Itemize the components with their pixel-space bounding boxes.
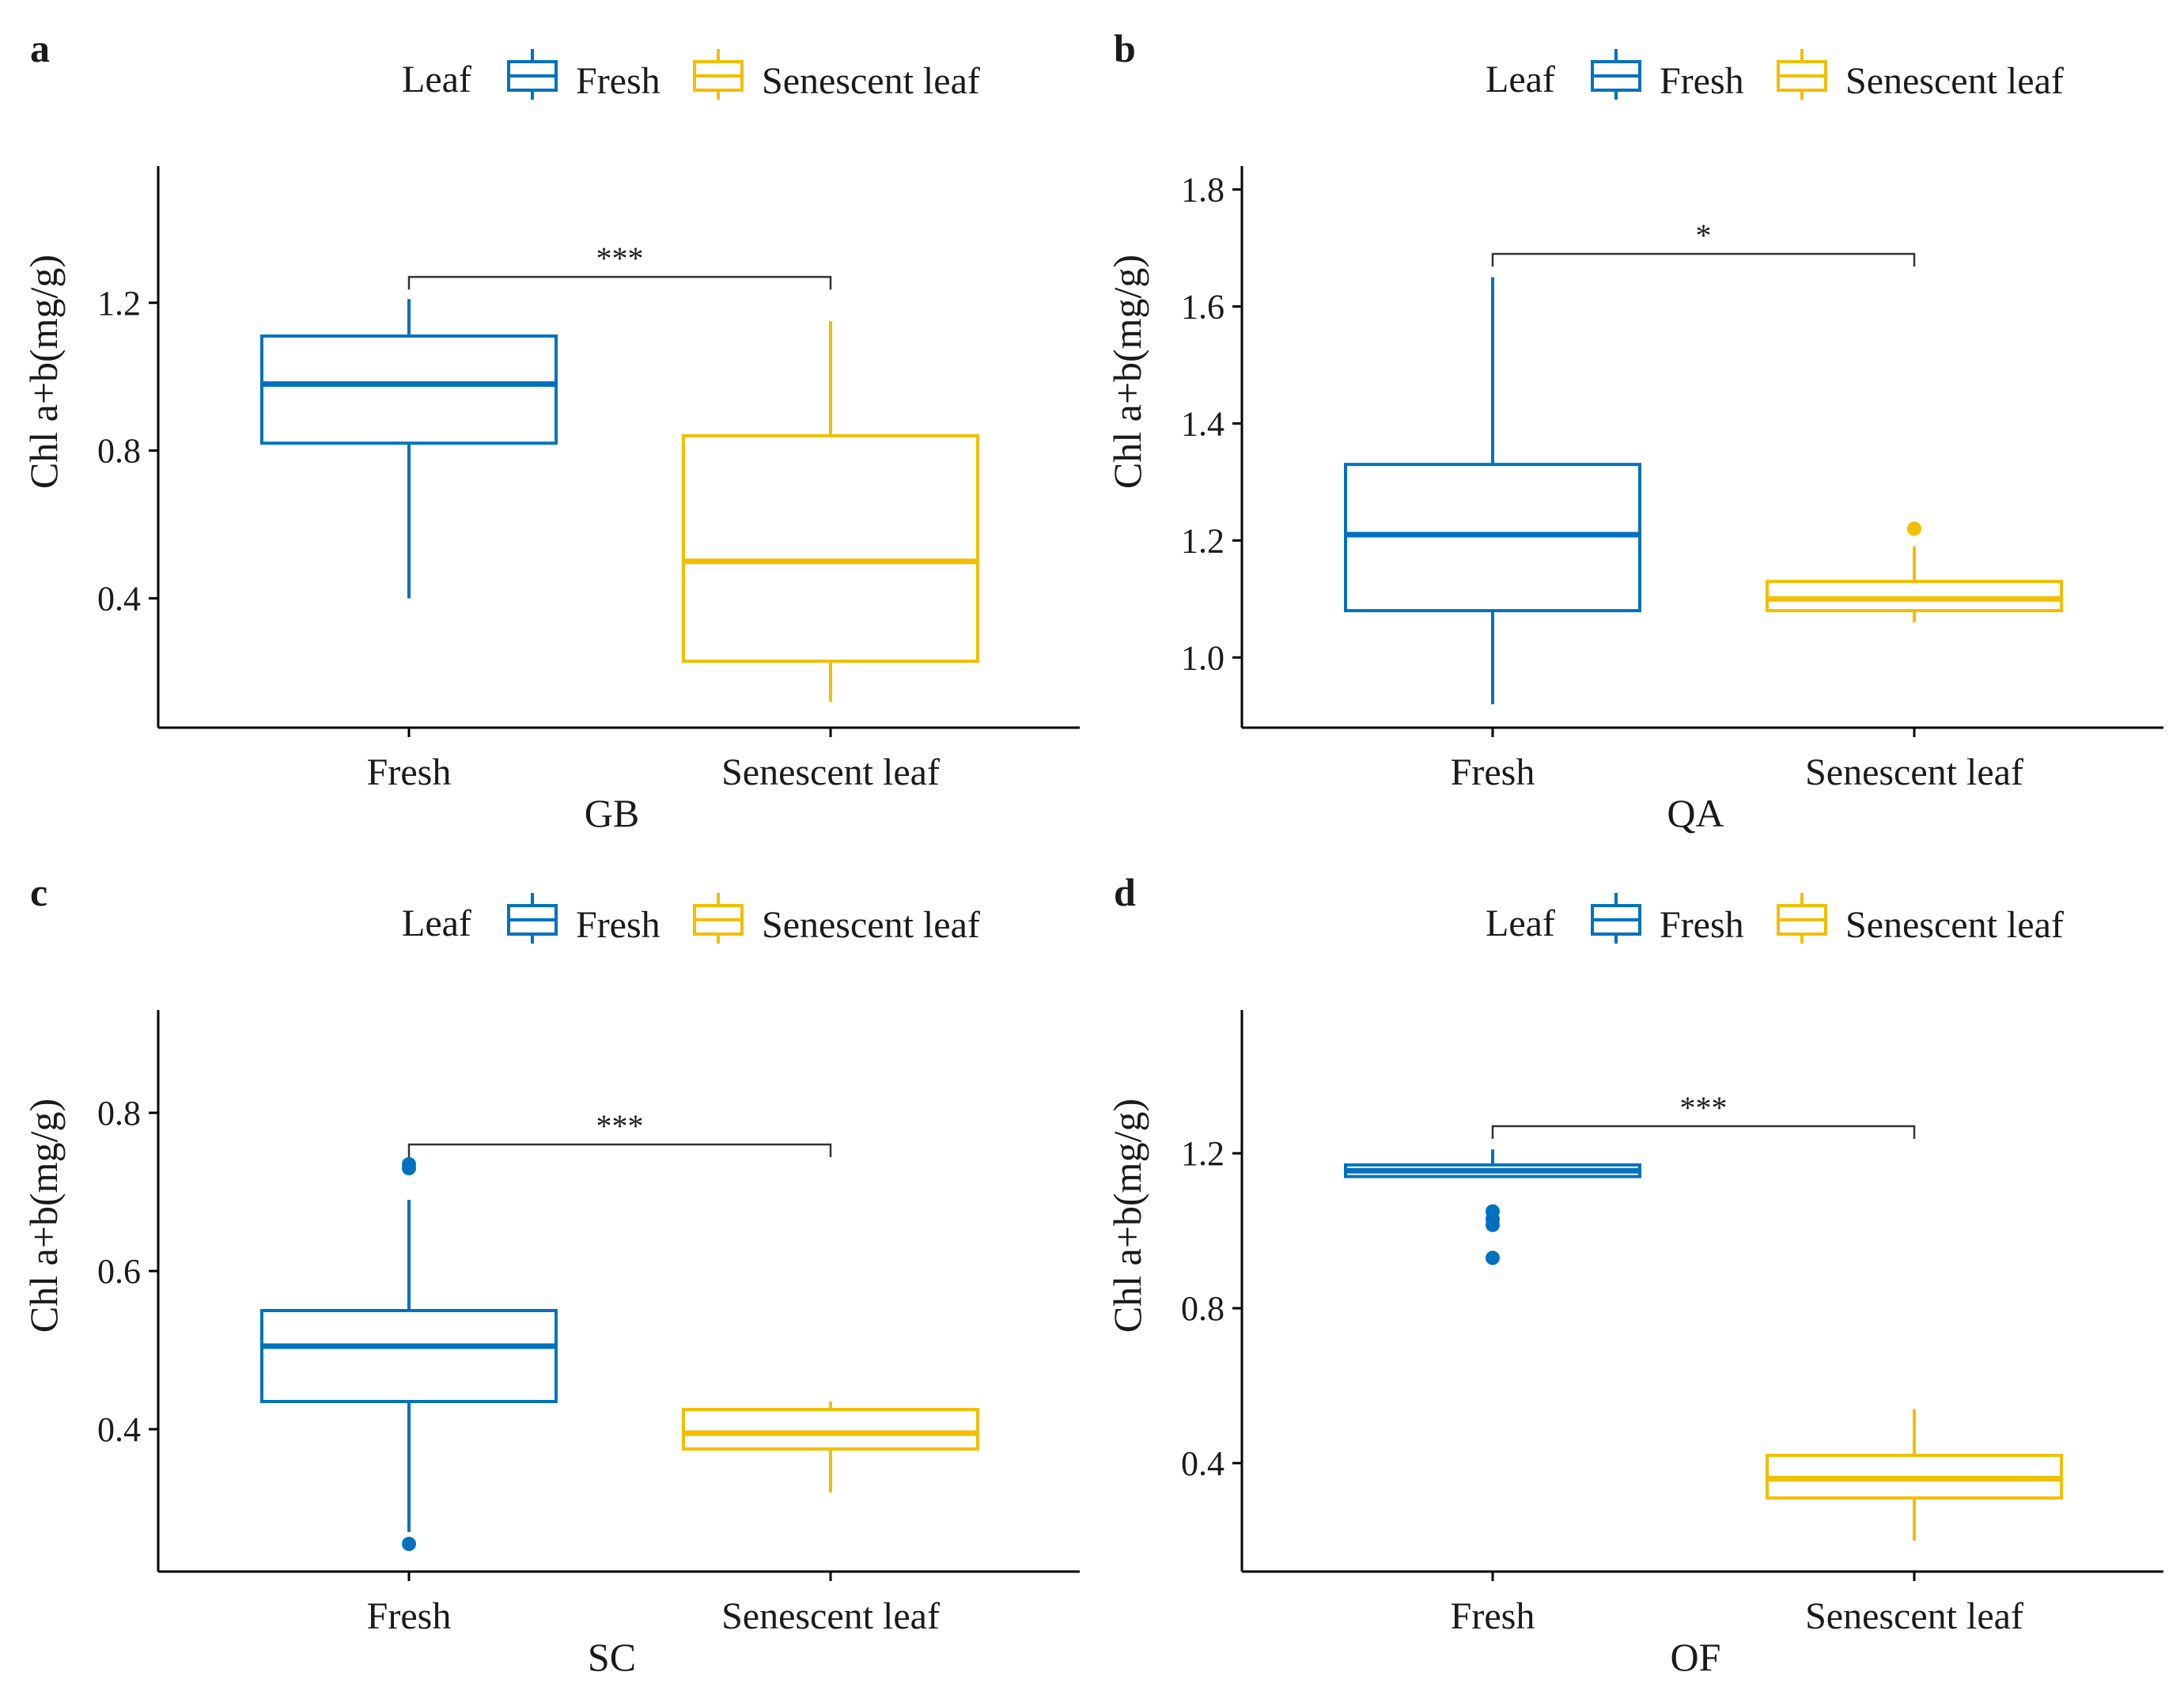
x-tick-label: Senescent leaf xyxy=(1805,751,2023,793)
outlier-point xyxy=(402,1537,416,1551)
legend-label: Senescent leaf xyxy=(762,60,980,102)
legend-key-fresh xyxy=(507,893,558,944)
legend-title: Leaf xyxy=(1486,902,1555,944)
significance-bracket: *** xyxy=(1491,1090,1916,1139)
legend: Leaf Fresh Senescent leaf xyxy=(402,49,980,102)
legend: Leaf Fresh Senescent leaf xyxy=(1486,893,2064,946)
legend-title: Leaf xyxy=(1486,59,1555,100)
box-fresh xyxy=(1344,1149,1641,1265)
y-tick-label: 0.8 xyxy=(1181,1289,1224,1328)
panel-label: c xyxy=(30,870,47,914)
y-tick-label: 1.0 xyxy=(1181,638,1224,677)
y-tick-label: 1.4 xyxy=(1181,404,1224,443)
y-axis-title: Chl a+b(mg/g) xyxy=(1105,255,1149,489)
x-tick-label: Senescent leaf xyxy=(721,1595,940,1637)
legend-label: Fresh xyxy=(576,60,660,102)
legend-title: Leaf xyxy=(402,59,471,100)
box-fresh xyxy=(1344,277,1641,705)
significance-label: *** xyxy=(1680,1090,1728,1125)
significance-label: *** xyxy=(596,1108,644,1144)
outlier-point xyxy=(1486,1250,1500,1265)
significance-bracket: * xyxy=(1491,218,1916,267)
x-tick-label: Senescent leaf xyxy=(721,751,940,793)
chart-panel-a: a Leaf Fresh Senescent leaf 0.4 0.8 1.2 Fresh Se… xyxy=(21,26,1080,835)
chart-panel-b: b Leaf Fresh Senescent leaf 1.0 1.2 1.4 1.6 1.8 F… xyxy=(1105,26,2163,835)
x-axis-title: QA xyxy=(1667,791,1724,835)
box-fresh xyxy=(260,299,558,599)
y-tick-label: 0.6 xyxy=(97,1252,141,1291)
legend-key-fresh xyxy=(1591,893,1641,944)
box-iqr xyxy=(260,334,558,445)
legend-label: Fresh xyxy=(1660,904,1744,946)
significance-label: *** xyxy=(596,240,644,276)
significance-bracket: *** xyxy=(407,240,832,290)
y-tick-label: 1.2 xyxy=(97,284,141,323)
y-tick-label: 1.6 xyxy=(1181,288,1224,327)
x-axis-title: OF xyxy=(1671,1635,1721,1679)
y-axis-title: Chl a+b(mg/g) xyxy=(21,255,66,489)
significance-label: * xyxy=(1696,218,1712,253)
box-iqr xyxy=(682,1408,979,1451)
box-iqr xyxy=(682,433,979,663)
bracket-line xyxy=(1491,252,1916,267)
box-iqr xyxy=(1344,463,1641,613)
x-tick-label: Fresh xyxy=(367,751,452,793)
legend-key-senescent xyxy=(693,893,744,944)
box-senescent xyxy=(1766,521,2063,622)
legend-label: Senescent leaf xyxy=(1845,60,2064,102)
outlier-point xyxy=(1486,1217,1500,1232)
legend-label: Fresh xyxy=(576,904,660,946)
chart-panel-c: c Leaf Fresh Senescent leaf 0.4 0.6 0.8 Fresh Se… xyxy=(21,870,1080,1679)
bracket-line xyxy=(407,275,832,290)
outlier-point xyxy=(1907,521,1921,536)
x-axis-title: SC xyxy=(588,1635,636,1679)
legend-label: Senescent leaf xyxy=(762,904,980,946)
box-fresh xyxy=(260,1157,558,1551)
significance-bracket: *** xyxy=(407,1108,832,1157)
panel-label: a xyxy=(30,26,50,70)
legend-key-fresh xyxy=(1591,49,1641,100)
x-tick-label: Senescent leaf xyxy=(1805,1595,2023,1637)
legend-label: Fresh xyxy=(1660,60,1744,102)
box-senescent xyxy=(1766,1409,2063,1541)
y-tick-label: 0.4 xyxy=(97,580,141,619)
y-axis-title: Chl a+b(mg/g) xyxy=(1105,1099,1149,1333)
y-axis-title: Chl a+b(mg/g) xyxy=(21,1099,66,1333)
y-tick-label: 0.8 xyxy=(97,432,141,471)
y-tick-label: 1.2 xyxy=(1181,521,1224,560)
box-senescent xyxy=(682,321,979,702)
panel-label: d xyxy=(1114,870,1136,914)
panel-label: b xyxy=(1114,26,1136,70)
y-tick-label: 1.8 xyxy=(1181,171,1224,210)
legend-label: Senescent leaf xyxy=(1845,904,2064,946)
legend-key-senescent xyxy=(1777,49,1827,100)
y-tick-label: 0.4 xyxy=(1181,1444,1224,1483)
legend-title: Leaf xyxy=(402,902,471,944)
x-tick-label: Fresh xyxy=(1451,751,1535,793)
x-tick-label: Fresh xyxy=(367,1595,452,1637)
legend-key-senescent xyxy=(693,49,744,100)
bracket-line xyxy=(1491,1125,1916,1139)
chart-panel-d: d Leaf Fresh Senescent leaf 0.4 0.8 1.2 Fresh Se… xyxy=(1105,870,2163,1679)
legend-key-senescent xyxy=(1777,893,1827,944)
y-tick-label: 0.4 xyxy=(97,1410,141,1449)
box-iqr xyxy=(1766,580,2063,613)
outlier-point xyxy=(402,1157,416,1171)
y-tick-label: 0.8 xyxy=(97,1094,141,1133)
y-tick-label: 1.2 xyxy=(1181,1134,1224,1173)
box-iqr xyxy=(260,1309,558,1403)
x-tick-label: Fresh xyxy=(1451,1595,1535,1637)
x-axis-title: GB xyxy=(585,791,639,835)
bracket-line xyxy=(407,1143,832,1157)
legend: Leaf Fresh Senescent leaf xyxy=(402,893,980,946)
box-senescent xyxy=(682,1402,979,1492)
legend: Leaf Fresh Senescent leaf xyxy=(1486,49,2064,102)
legend-key-fresh xyxy=(507,49,558,100)
